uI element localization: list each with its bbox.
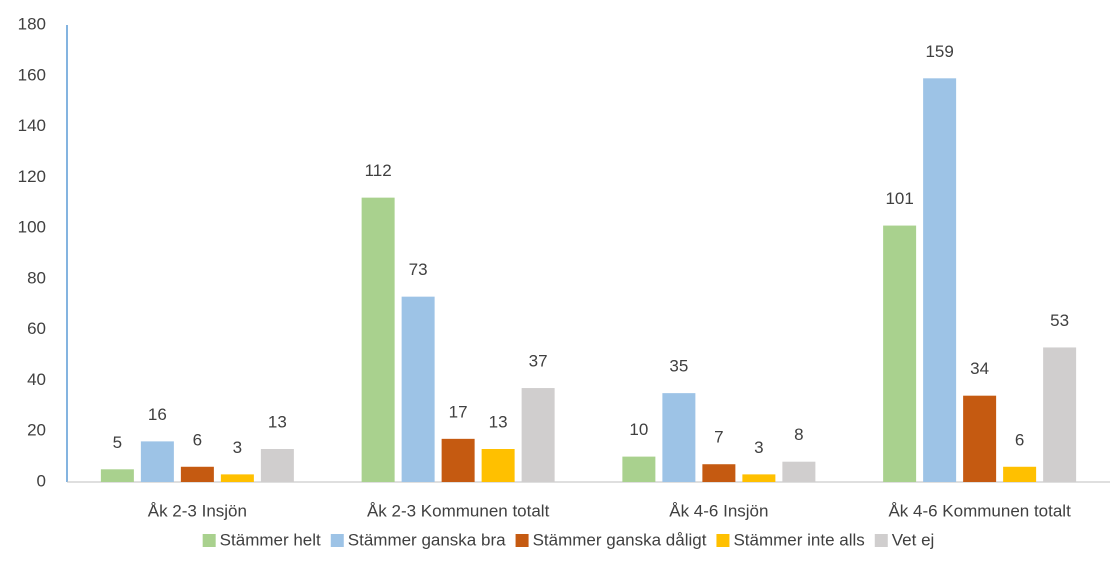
value-label: 159: [925, 42, 953, 61]
y-tick-label: 160: [18, 65, 46, 84]
bar: [923, 78, 957, 483]
value-label: 13: [489, 412, 508, 431]
value-label: 101: [885, 189, 913, 208]
legend-label: Stämmer helt: [220, 530, 321, 549]
bar: [883, 225, 917, 483]
legend-label: Vet ej: [892, 530, 935, 549]
bar: [100, 469, 134, 482]
y-tick-label: 100: [18, 218, 46, 237]
legend-label: Stämmer inte alls: [733, 530, 864, 549]
value-label: 17: [449, 402, 468, 421]
value-label: 5: [113, 433, 122, 452]
bar: [782, 461, 816, 482]
y-tick-label: 60: [27, 319, 46, 338]
y-tick-label: 140: [18, 116, 46, 135]
bar: [622, 456, 656, 482]
value-label: 10: [629, 420, 648, 439]
legend-swatch: [874, 534, 888, 547]
y-tick-label: 120: [18, 167, 46, 186]
value-label: 16: [148, 405, 167, 424]
value-label: 37: [529, 352, 548, 371]
value-label: 8: [794, 425, 803, 444]
bar: [662, 393, 696, 482]
bar: [140, 441, 174, 482]
x-tick-label: Åk 4-6 Kommunen totalt: [888, 501, 1071, 520]
legend-swatch: [515, 534, 529, 547]
bar: [521, 388, 555, 482]
legend-swatch: [716, 534, 730, 547]
bar: [441, 438, 475, 482]
legend-swatch: [202, 534, 216, 547]
bar: [220, 474, 254, 482]
y-tick-label: 20: [27, 421, 46, 440]
bar: [481, 448, 515, 482]
x-tick-label: Åk 2-3 Insjön: [148, 501, 247, 520]
value-label: 7: [714, 428, 723, 447]
bar: [361, 197, 395, 482]
bar: [180, 466, 214, 482]
y-tick-label: 40: [27, 370, 46, 389]
value-label: 6: [193, 430, 202, 449]
y-tick-label: 180: [18, 14, 46, 33]
value-label: 112: [365, 161, 392, 180]
legend-label: Stämmer ganska dåligt: [533, 530, 707, 549]
y-tick-label: 80: [27, 268, 46, 287]
bar: [1043, 347, 1077, 482]
x-tick-label: Åk 4-6 Insjön: [669, 501, 768, 520]
x-tick-label: Åk 2-3 Kommunen totalt: [367, 501, 550, 520]
bar: [963, 395, 997, 482]
value-label: 3: [754, 438, 763, 457]
bar: [401, 296, 435, 482]
bar: [1003, 466, 1037, 482]
legend-label: Stämmer ganska bra: [348, 530, 506, 549]
bar: [742, 474, 776, 482]
legend-swatch: [330, 534, 344, 547]
value-label: 53: [1050, 311, 1069, 330]
y-tick-label: 0: [37, 471, 46, 490]
value-label: 13: [268, 412, 287, 431]
value-label: 73: [409, 260, 428, 279]
value-label: 35: [669, 357, 688, 376]
value-label: 6: [1015, 430, 1024, 449]
value-label: 3: [233, 438, 242, 457]
bar: [260, 448, 294, 482]
value-label: 34: [970, 359, 989, 378]
bar: [702, 464, 736, 482]
